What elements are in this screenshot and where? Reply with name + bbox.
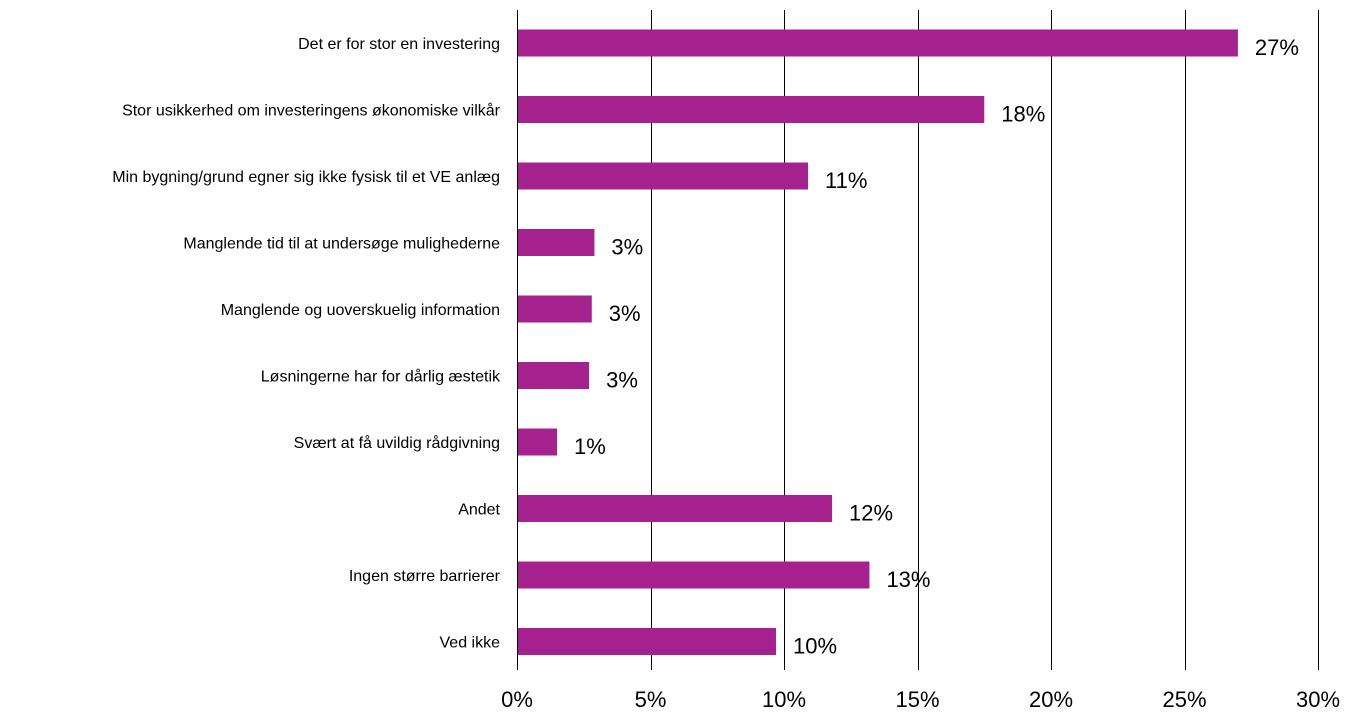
x-tick-label: 15% [895, 687, 939, 712]
data-label: 18% [1001, 102, 1045, 127]
category-label: Min bygning/grund egner sig ikke fysisk … [112, 169, 500, 186]
category-label: Løsningerne har for dårlig æstetik [261, 368, 501, 386]
x-tick-label: 20% [1029, 687, 1073, 712]
category-labels: Det er for stor en investering Stor usikk… [112, 36, 501, 652]
data-label: 12% [849, 501, 893, 526]
bar [518, 295, 592, 323]
category-label: Svært at få uvildig rådgivning [294, 434, 500, 452]
x-tick-label: 5% [635, 687, 667, 712]
data-label: 10% [793, 634, 837, 659]
bar [518, 29, 1238, 57]
data-label: 13% [886, 567, 930, 592]
bar [518, 162, 809, 190]
bar [518, 561, 870, 589]
data-label: 11% [825, 168, 867, 193]
bar [518, 229, 595, 256]
x-tick-label: 30% [1296, 687, 1340, 712]
category-label: Det er for stor en investering [298, 36, 500, 53]
bar [518, 96, 985, 123]
bar [518, 495, 833, 522]
x-tick-label: 10% [762, 687, 806, 712]
category-label: Manglende tid til at undersøge mulighede… [183, 236, 500, 253]
category-label: Andet [458, 502, 500, 519]
data-label: 1% [574, 434, 606, 459]
bar [518, 362, 590, 389]
data-label: 3% [609, 301, 641, 326]
x-axis-tick-labels: 0% 5% 10% 15% 20% 25% 30% [501, 687, 1340, 712]
data-label: 3% [606, 368, 638, 393]
data-label: 27% [1255, 35, 1299, 60]
x-tick-label: 25% [1162, 687, 1206, 712]
category-label: Ved ikke [440, 635, 501, 652]
category-label: Stor usikkerhed om investeringens økonom… [122, 102, 501, 120]
bars [518, 29, 1238, 655]
x-tick-label: 0% [501, 687, 533, 712]
bar [518, 428, 558, 456]
data-label: 3% [611, 235, 643, 260]
category-label: Manglende og uoverskuelig information [221, 302, 500, 319]
data-labels: 27% 18% 11% 3% 3% 3% 1% 12% 13% 10% [574, 35, 1299, 659]
bar [518, 628, 776, 655]
category-label: Ingen større barrierer [349, 568, 501, 585]
